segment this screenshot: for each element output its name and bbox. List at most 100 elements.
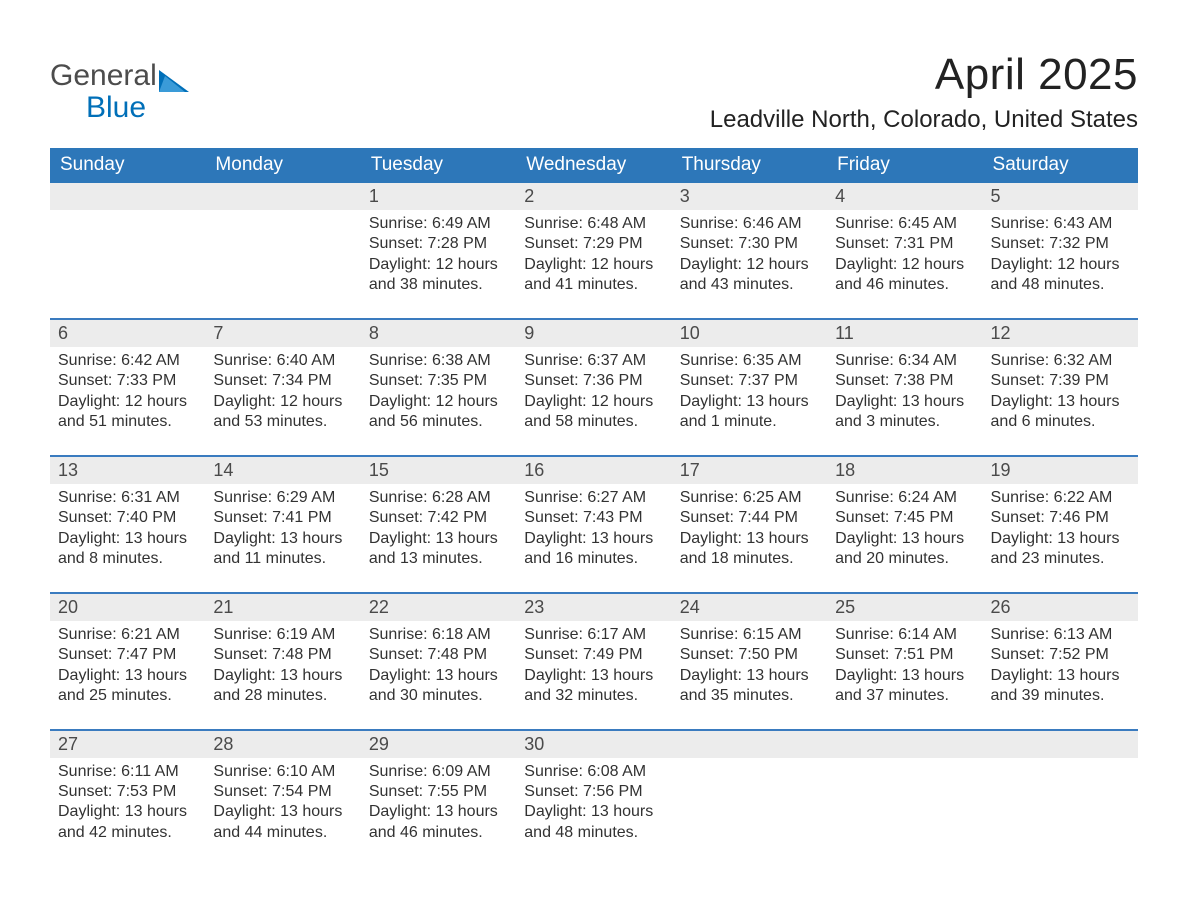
day-body: Sunrise: 6:19 AMSunset: 7:48 PMDaylight:… — [205, 621, 360, 729]
day-body: Sunrise: 6:42 AMSunset: 7:33 PMDaylight:… — [50, 347, 205, 455]
calendar-cell — [983, 730, 1138, 866]
calendar-cell: 14Sunrise: 6:29 AMSunset: 7:41 PMDayligh… — [205, 456, 360, 593]
weekday-header-row: SundayMondayTuesdayWednesdayThursdayFrid… — [50, 148, 1138, 183]
sunrise-line: Sunrise: 6:29 AM — [213, 488, 352, 508]
day-body: Sunrise: 6:18 AMSunset: 7:48 PMDaylight:… — [361, 621, 516, 729]
day-body: Sunrise: 6:49 AMSunset: 7:28 PMDaylight:… — [361, 210, 516, 318]
sunset-line: Sunset: 7:51 PM — [835, 645, 974, 665]
day-number: 6 — [50, 320, 205, 347]
sunrise-line: Sunrise: 6:13 AM — [991, 625, 1130, 645]
day-body: Sunrise: 6:46 AMSunset: 7:30 PMDaylight:… — [672, 210, 827, 318]
sunrise-line: Sunrise: 6:17 AM — [524, 625, 663, 645]
daylight-line: Daylight: 13 hours and 46 minutes. — [369, 802, 508, 843]
sunrise-line: Sunrise: 6:10 AM — [213, 762, 352, 782]
day-body: Sunrise: 6:13 AMSunset: 7:52 PMDaylight:… — [983, 621, 1138, 729]
calendar-cell: 29Sunrise: 6:09 AMSunset: 7:55 PMDayligh… — [361, 730, 516, 866]
day-number — [50, 183, 205, 210]
sunrise-line: Sunrise: 6:18 AM — [369, 625, 508, 645]
day-body: Sunrise: 6:43 AMSunset: 7:32 PMDaylight:… — [983, 210, 1138, 318]
sunrise-line: Sunrise: 6:08 AM — [524, 762, 663, 782]
day-body: Sunrise: 6:21 AMSunset: 7:47 PMDaylight:… — [50, 621, 205, 729]
calendar-cell: 15Sunrise: 6:28 AMSunset: 7:42 PMDayligh… — [361, 456, 516, 593]
sunset-line: Sunset: 7:53 PM — [58, 782, 197, 802]
sunrise-line: Sunrise: 6:31 AM — [58, 488, 197, 508]
day-body: Sunrise: 6:22 AMSunset: 7:46 PMDaylight:… — [983, 484, 1138, 592]
daylight-line: Daylight: 13 hours and 35 minutes. — [680, 666, 819, 707]
daylight-line: Daylight: 12 hours and 48 minutes. — [991, 255, 1130, 296]
sunset-line: Sunset: 7:40 PM — [58, 508, 197, 528]
calendar-cell: 2Sunrise: 6:48 AMSunset: 7:29 PMDaylight… — [516, 183, 671, 319]
sunrise-line: Sunrise: 6:11 AM — [58, 762, 197, 782]
calendar-cell: 27Sunrise: 6:11 AMSunset: 7:53 PMDayligh… — [50, 730, 205, 866]
day-number: 24 — [672, 594, 827, 621]
sunrise-line: Sunrise: 6:28 AM — [369, 488, 508, 508]
daylight-line: Daylight: 13 hours and 37 minutes. — [835, 666, 974, 707]
logo-flag-icon — [159, 70, 189, 92]
daylight-line: Daylight: 13 hours and 32 minutes. — [524, 666, 663, 707]
sunset-line: Sunset: 7:39 PM — [991, 371, 1130, 391]
day-number: 5 — [983, 183, 1138, 210]
daylight-line: Daylight: 13 hours and 6 minutes. — [991, 392, 1130, 433]
day-body: Sunrise: 6:40 AMSunset: 7:34 PMDaylight:… — [205, 347, 360, 455]
sunset-line: Sunset: 7:48 PM — [213, 645, 352, 665]
daylight-line: Daylight: 12 hours and 41 minutes. — [524, 255, 663, 296]
calendar-cell: 11Sunrise: 6:34 AMSunset: 7:38 PMDayligh… — [827, 319, 982, 456]
calendar-cell: 3Sunrise: 6:46 AMSunset: 7:30 PMDaylight… — [672, 183, 827, 319]
sunset-line: Sunset: 7:34 PM — [213, 371, 352, 391]
day-body: Sunrise: 6:34 AMSunset: 7:38 PMDaylight:… — [827, 347, 982, 455]
daylight-line: Daylight: 12 hours and 53 minutes. — [213, 392, 352, 433]
sunrise-line: Sunrise: 6:49 AM — [369, 214, 508, 234]
calendar-cell: 20Sunrise: 6:21 AMSunset: 7:47 PMDayligh… — [50, 593, 205, 730]
day-number: 11 — [827, 320, 982, 347]
day-number: 20 — [50, 594, 205, 621]
calendar-cell: 6Sunrise: 6:42 AMSunset: 7:33 PMDaylight… — [50, 319, 205, 456]
daylight-line: Daylight: 13 hours and 18 minutes. — [680, 529, 819, 570]
day-body: Sunrise: 6:35 AMSunset: 7:37 PMDaylight:… — [672, 347, 827, 455]
sunset-line: Sunset: 7:54 PM — [213, 782, 352, 802]
day-number: 19 — [983, 457, 1138, 484]
weekday-header: Friday — [827, 148, 982, 183]
daylight-line: Daylight: 12 hours and 58 minutes. — [524, 392, 663, 433]
day-number: 4 — [827, 183, 982, 210]
sunset-line: Sunset: 7:49 PM — [524, 645, 663, 665]
calendar-week-row: 13Sunrise: 6:31 AMSunset: 7:40 PMDayligh… — [50, 456, 1138, 593]
sunset-line: Sunset: 7:32 PM — [991, 234, 1130, 254]
daylight-line: Daylight: 13 hours and 39 minutes. — [991, 666, 1130, 707]
daylight-line: Daylight: 13 hours and 44 minutes. — [213, 802, 352, 843]
calendar-cell — [50, 183, 205, 319]
sunset-line: Sunset: 7:31 PM — [835, 234, 974, 254]
daylight-line: Daylight: 13 hours and 11 minutes. — [213, 529, 352, 570]
sunset-line: Sunset: 7:43 PM — [524, 508, 663, 528]
day-number: 26 — [983, 594, 1138, 621]
calendar-cell — [827, 730, 982, 866]
sunrise-line: Sunrise: 6:48 AM — [524, 214, 663, 234]
weekday-header: Monday — [205, 148, 360, 183]
weekday-header: Saturday — [983, 148, 1138, 183]
sunrise-line: Sunrise: 6:24 AM — [835, 488, 974, 508]
day-number: 18 — [827, 457, 982, 484]
calendar-cell: 18Sunrise: 6:24 AMSunset: 7:45 PMDayligh… — [827, 456, 982, 593]
sunset-line: Sunset: 7:48 PM — [369, 645, 508, 665]
day-number: 3 — [672, 183, 827, 210]
daylight-line: Daylight: 13 hours and 42 minutes. — [58, 802, 197, 843]
sunset-line: Sunset: 7:36 PM — [524, 371, 663, 391]
month-title: April 2025 — [710, 50, 1138, 100]
day-body: Sunrise: 6:38 AMSunset: 7:35 PMDaylight:… — [361, 347, 516, 455]
daylight-line: Daylight: 12 hours and 43 minutes. — [680, 255, 819, 296]
daylight-line: Daylight: 13 hours and 23 minutes. — [991, 529, 1130, 570]
sunset-line: Sunset: 7:44 PM — [680, 508, 819, 528]
day-body: Sunrise: 6:09 AMSunset: 7:55 PMDaylight:… — [361, 758, 516, 866]
day-body — [205, 210, 360, 308]
day-body: Sunrise: 6:24 AMSunset: 7:45 PMDaylight:… — [827, 484, 982, 592]
daylight-line: Daylight: 12 hours and 56 minutes. — [369, 392, 508, 433]
sunrise-line: Sunrise: 6:22 AM — [991, 488, 1130, 508]
day-number: 1 — [361, 183, 516, 210]
sunrise-line: Sunrise: 6:35 AM — [680, 351, 819, 371]
sunset-line: Sunset: 7:35 PM — [369, 371, 508, 391]
daylight-line: Daylight: 13 hours and 13 minutes. — [369, 529, 508, 570]
day-body: Sunrise: 6:29 AMSunset: 7:41 PMDaylight:… — [205, 484, 360, 592]
sunrise-line: Sunrise: 6:14 AM — [835, 625, 974, 645]
day-number: 17 — [672, 457, 827, 484]
calendar-cell: 23Sunrise: 6:17 AMSunset: 7:49 PMDayligh… — [516, 593, 671, 730]
day-number — [827, 731, 982, 758]
